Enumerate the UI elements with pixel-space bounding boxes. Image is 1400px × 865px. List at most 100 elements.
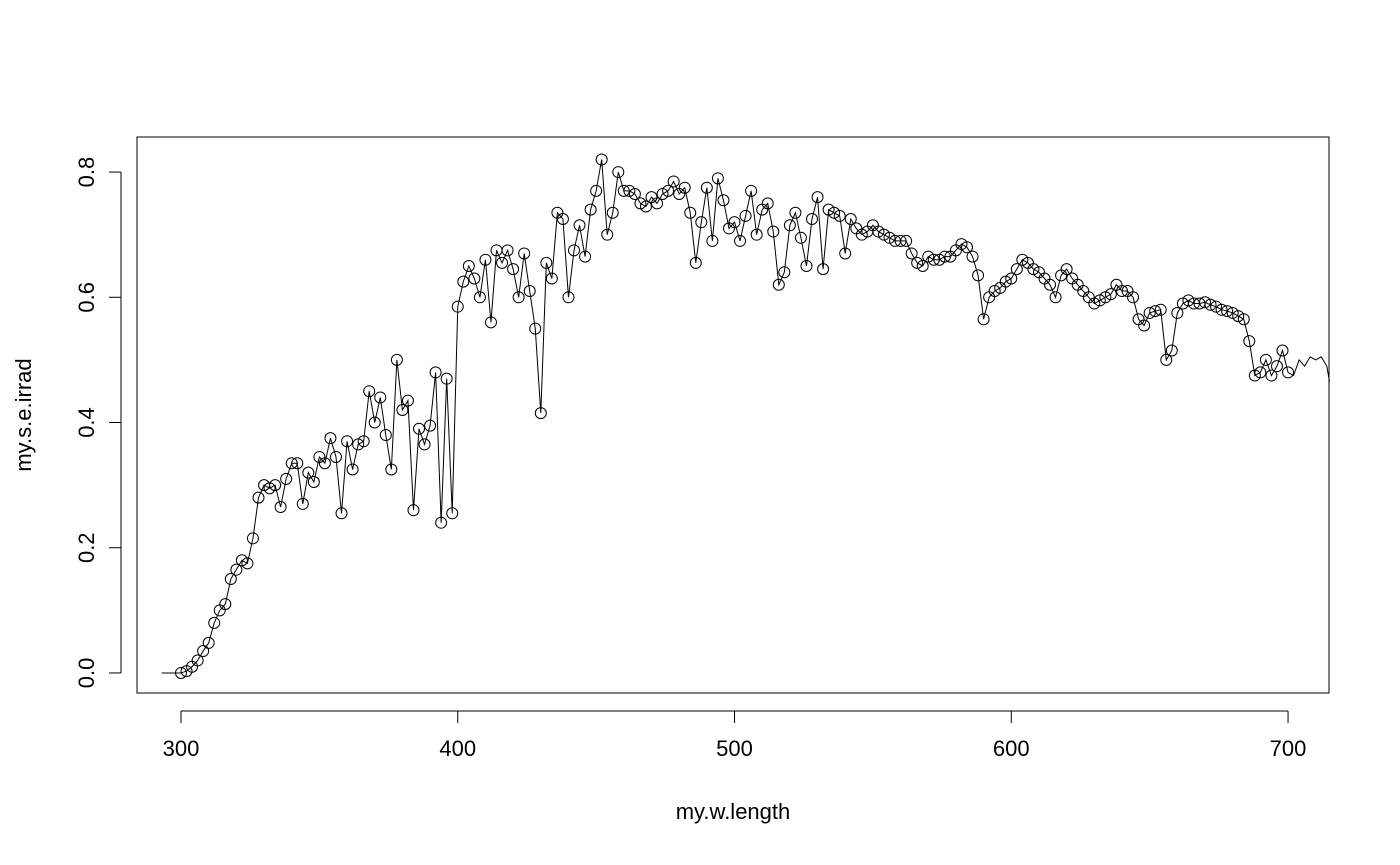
y-tick-label: 0.2: [74, 532, 99, 563]
data-point: [999, 275, 1012, 288]
data-point: [379, 429, 392, 442]
data-point: [1243, 335, 1256, 348]
data-point: [579, 250, 592, 263]
data-point: [905, 247, 918, 260]
data-point: [429, 366, 442, 379]
data-point: [1016, 253, 1029, 266]
data-point: [966, 250, 979, 263]
data-point: [1010, 263, 1023, 276]
data-point: [518, 247, 531, 260]
data-point: [523, 285, 536, 298]
data-point: [800, 259, 813, 272]
x-tick-label: 700: [1270, 736, 1307, 761]
data-point: [960, 241, 973, 254]
data-point: [1093, 294, 1106, 307]
data-point: [529, 322, 542, 335]
data-point: [783, 219, 796, 232]
data-point: [662, 184, 675, 197]
data-point: [501, 244, 514, 257]
data-point: [955, 238, 968, 251]
data-point: [1199, 296, 1212, 309]
data-point: [1215, 303, 1228, 316]
data-point: [612, 166, 625, 179]
data-point: [584, 203, 597, 216]
data-point: [883, 231, 896, 244]
data-point: [1210, 300, 1223, 313]
data-point: [734, 234, 747, 247]
data-point: [1027, 263, 1040, 276]
data-point: [285, 457, 298, 470]
data-point: [1099, 291, 1112, 304]
data-point: [302, 466, 315, 479]
data-point: [484, 316, 497, 329]
data-point: [1221, 305, 1234, 318]
data-point: [695, 216, 708, 229]
data-point: [1171, 306, 1184, 319]
data-point: [1115, 285, 1128, 298]
y-tick-label: 0.4: [74, 407, 99, 438]
data-point: [269, 479, 282, 492]
data-point: [341, 435, 354, 448]
data-point: [1138, 319, 1151, 332]
data-point: [246, 532, 259, 545]
data-point: [280, 472, 293, 485]
data-point: [1049, 291, 1062, 304]
data-point: [1060, 263, 1073, 276]
data-point: [424, 419, 437, 432]
data-point: [496, 256, 509, 269]
data-point: [1160, 353, 1173, 366]
data-point: [717, 194, 730, 207]
data-point: [778, 266, 791, 279]
data-point: [1154, 303, 1167, 316]
y-tick-label: 0.0: [74, 658, 99, 689]
data-point: [346, 463, 359, 476]
y-tick-label: 0.8: [74, 157, 99, 188]
data-point: [1182, 294, 1195, 307]
data-point: [252, 491, 265, 504]
data-point: [684, 206, 697, 219]
data-point: [1237, 313, 1250, 326]
data-point: [307, 475, 320, 488]
data-point: [435, 516, 448, 529]
data-point: [794, 231, 807, 244]
data-point: [241, 557, 254, 570]
data-point: [462, 259, 475, 272]
data-point: [772, 278, 785, 291]
data-point: [363, 385, 376, 398]
data-point: [833, 209, 846, 222]
data-point: [374, 391, 387, 404]
data-point: [706, 234, 719, 247]
data-point: [1232, 310, 1245, 323]
data-point: [1259, 353, 1272, 366]
data-point: [1143, 306, 1156, 319]
x-tick-label: 300: [163, 736, 200, 761]
data-point: [568, 244, 581, 257]
data-point: [1127, 291, 1140, 304]
data-point: [396, 403, 409, 416]
data-point: [900, 234, 913, 247]
data-point: [473, 291, 486, 304]
data-point: [933, 253, 946, 266]
data-point: [789, 206, 802, 219]
data-point: [877, 228, 890, 241]
series-line: [180, 159, 1289, 674]
data-point: [534, 407, 547, 420]
data-point: [335, 507, 348, 520]
data-point: [401, 394, 414, 407]
data-point: [894, 234, 907, 247]
data-point: [811, 191, 824, 204]
data-point: [451, 300, 464, 313]
x-tick-label: 400: [439, 736, 476, 761]
data-point: [202, 636, 215, 649]
data-point: [745, 184, 758, 197]
data-point: [440, 372, 453, 385]
data-point: [922, 250, 935, 263]
data-point: [750, 228, 763, 241]
data-point: [368, 416, 381, 429]
data-point: [927, 253, 940, 266]
data-point: [1226, 306, 1239, 319]
data-point: [1276, 344, 1289, 357]
data-point: [844, 213, 857, 226]
data-point: [916, 259, 929, 272]
series-line: [1287, 356, 1331, 382]
